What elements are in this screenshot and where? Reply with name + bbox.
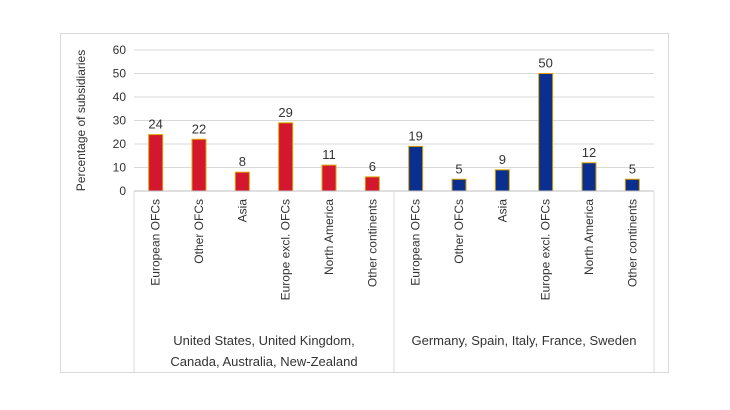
data-label-g2-3: 9 [499, 152, 506, 167]
bar-g1-6 [364, 176, 380, 192]
x-tick-label-g2-3: Asia [495, 199, 509, 223]
group-label-1-line-2: Canada, Australia, New-Zealand [170, 354, 357, 369]
x-tick-label-g2-4: Europe excl. OFCs [539, 199, 553, 300]
y-tick-label-60: 60 [113, 43, 127, 57]
data-label-g2-5: 12 [582, 145, 596, 160]
bar-g2-6 [624, 178, 640, 192]
data-label-g1-4: 29 [278, 105, 292, 120]
y-axis-title: Percentage of subsidiaries [74, 50, 88, 191]
group-label-2-line-1: Germany, Spain, Italy, France, Sweden [412, 333, 637, 348]
y-tick-label-0: 0 [119, 184, 126, 198]
bar-g1-2 [191, 138, 207, 192]
bar-g2-5 [581, 162, 597, 192]
x-tick-label-g1-2: Other OFCs [192, 199, 206, 264]
x-tick-label-g2-6: Other continents [625, 199, 639, 287]
y-tick-label-20: 20 [113, 137, 127, 151]
bar-g2-1 [408, 145, 424, 192]
data-label-g2-2: 5 [455, 161, 462, 176]
bar-g2-2 [451, 178, 467, 192]
x-tick-label-g1-5: North America [322, 199, 336, 275]
y-tick-label-30: 30 [113, 114, 127, 128]
x-tick-label-g1-6: Other continents [365, 199, 379, 287]
x-tick-label-g2-1: European OFCs [409, 199, 423, 286]
data-label-g2-1: 19 [408, 128, 422, 143]
group-label-1-line-1: United States, United Kingdom, [173, 333, 354, 348]
data-label-g2-6: 5 [629, 161, 636, 176]
x-tick-label-g2-2: Other OFCs [452, 199, 466, 264]
y-tick-label-10: 10 [113, 161, 127, 175]
data-label-g1-3: 8 [239, 154, 246, 169]
bar-g1-1 [148, 134, 164, 192]
x-tick-label-g1-4: Europe excl. OFCs [279, 199, 293, 300]
x-tick-label-g1-3: Asia [235, 199, 249, 223]
x-tick-label-g2-5: North America [582, 199, 596, 275]
data-label-g1-5: 11 [322, 147, 336, 162]
y-tick-label-40: 40 [113, 90, 127, 104]
bar-g2-3 [494, 169, 510, 192]
bar-g2-4 [538, 73, 554, 192]
bar-g1-5 [321, 164, 337, 192]
data-label-g1-6: 6 [369, 159, 376, 174]
chart-frame: 0 10 20 30 40 50 60 Percentage of subsidiaries 2… [60, 33, 669, 373]
y-tick-label-50: 50 [113, 67, 127, 81]
data-label-g2-4: 50 [538, 56, 552, 71]
data-label-g1-2: 22 [192, 121, 206, 136]
bar-chart: 0 10 20 30 40 50 60 Percentage of subsidiaries 2… [74, 43, 655, 372]
x-tick-label-g1-1: European OFCs [149, 199, 163, 286]
data-label-g1-1: 24 [148, 117, 162, 132]
bar-g1-4 [278, 122, 294, 192]
bar-g1-3 [234, 171, 250, 192]
